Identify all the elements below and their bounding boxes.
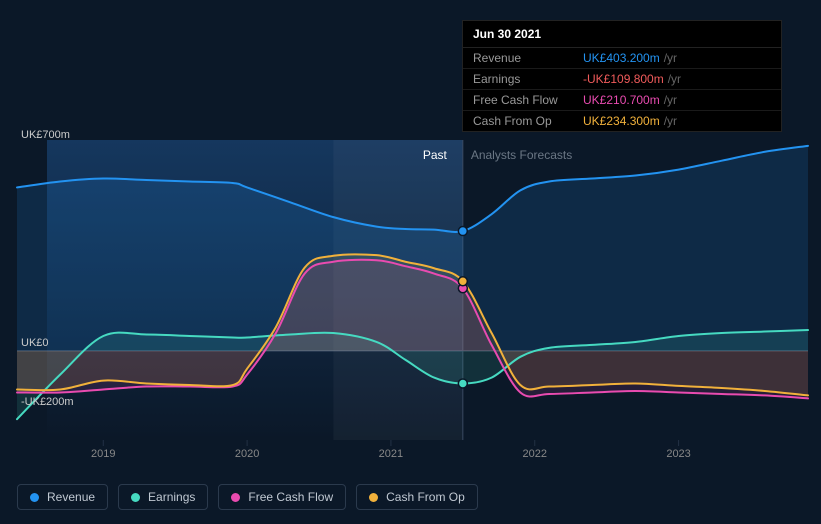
legend-label: Free Cash Flow: [248, 490, 333, 504]
revenue-marker: [458, 227, 467, 236]
y-axis-label: UK£0: [21, 337, 49, 349]
tooltip-row-value: UK£234.300m: [583, 114, 660, 128]
financials-chart: Past Analysts Forecasts Jun 30 2021 Reve…: [0, 0, 821, 524]
tooltip-row-unit: /yr: [664, 51, 677, 65]
tooltip-row-label: Earnings: [473, 72, 583, 86]
tooltip-row-label: Cash From Op: [473, 114, 583, 128]
tooltip-row-value: UK£403.200m: [583, 51, 660, 65]
hover-tooltip: Jun 30 2021 RevenueUK£403.200m/yrEarning…: [462, 20, 782, 132]
past-label: Past: [423, 148, 447, 162]
legend-label: Earnings: [148, 490, 195, 504]
tooltip-row-label: Revenue: [473, 51, 583, 65]
legend-swatch: [369, 493, 378, 502]
legend-item-earnings[interactable]: Earnings: [118, 484, 208, 510]
tooltip-row-value: -UK£109.800m: [583, 72, 664, 86]
tooltip-row-value: UK£210.700m: [583, 93, 660, 107]
cfo-marker: [458, 277, 467, 286]
x-axis-label: 2020: [235, 448, 259, 460]
tooltip-row: Earnings-UK£109.800m/yr: [463, 69, 781, 90]
x-axis-label: 2023: [666, 448, 690, 460]
legend-label: Revenue: [47, 490, 95, 504]
earnings-marker: [458, 379, 467, 388]
tooltip-row: RevenueUK£403.200m/yr: [463, 48, 781, 69]
tooltip-row-unit: /yr: [664, 114, 677, 128]
legend-label: Cash From Op: [386, 490, 465, 504]
tooltip-row: Free Cash FlowUK£210.700m/yr: [463, 90, 781, 111]
tooltip-row-unit: /yr: [668, 72, 681, 86]
tooltip-rows: RevenueUK£403.200m/yrEarnings-UK£109.800…: [463, 48, 781, 131]
x-axis-label: 2022: [522, 448, 546, 460]
legend-swatch: [30, 493, 39, 502]
y-axis-label: -UK£200m: [21, 396, 74, 408]
x-axis-label: 2019: [91, 448, 115, 460]
legend-swatch: [231, 493, 240, 502]
legend-item-revenue[interactable]: Revenue: [17, 484, 108, 510]
legend-item-cfo[interactable]: Cash From Op: [356, 484, 478, 510]
forecast-label: Analysts Forecasts: [471, 148, 572, 162]
tooltip-row-label: Free Cash Flow: [473, 93, 583, 107]
tooltip-row-unit: /yr: [664, 93, 677, 107]
legend: Revenue Earnings Free Cash Flow Cash From O…: [17, 484, 478, 510]
tooltip-row: Cash From OpUK£234.300m/yr: [463, 111, 781, 131]
x-axis-label: 2021: [379, 448, 403, 460]
y-axis-label: UK£700m: [21, 129, 70, 141]
legend-item-fcf[interactable]: Free Cash Flow: [218, 484, 346, 510]
legend-swatch: [131, 493, 140, 502]
tooltip-date: Jun 30 2021: [463, 21, 781, 48]
